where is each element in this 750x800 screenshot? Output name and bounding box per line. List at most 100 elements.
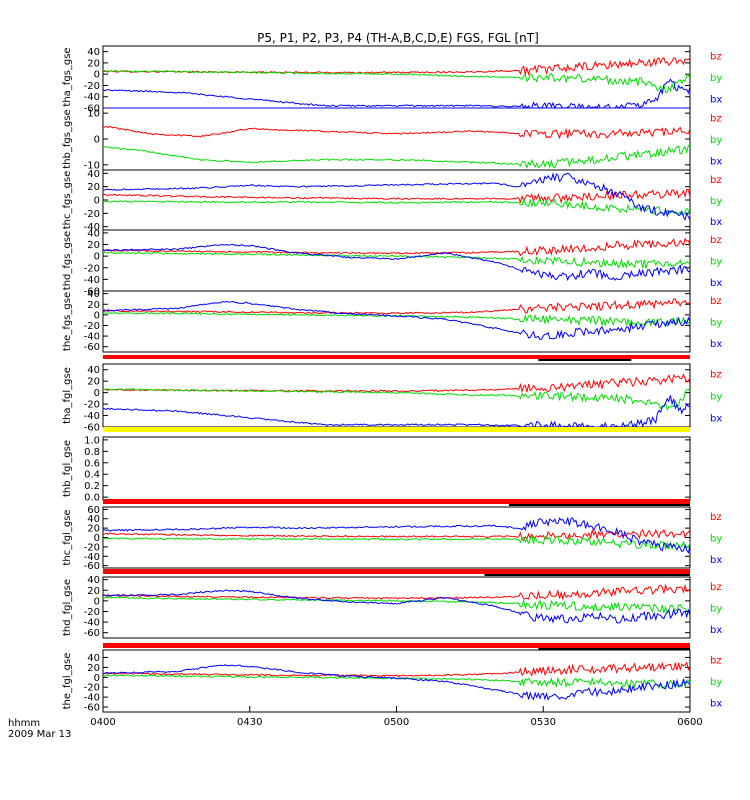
series-bz [102, 125, 691, 140]
status-mark [509, 504, 690, 506]
y-tick-label: -60 [84, 423, 100, 434]
series-by [103, 251, 691, 269]
panel-frame [102, 506, 691, 569]
y-tick-label: 40 [87, 47, 100, 58]
y-tick-label: 0.0 [84, 493, 100, 504]
y-tick-label: 0 [94, 533, 100, 544]
legend-bz: bz [710, 51, 722, 62]
y-tick-label: 40 [87, 169, 100, 180]
legend-bz: bz [710, 369, 722, 380]
panel-frame [102, 229, 691, 292]
y-tick-label: 40 [87, 228, 100, 239]
y-axis-label: thc_fgs_gse [62, 171, 73, 230]
y-tick-label: -60 [84, 703, 100, 714]
status-bar [103, 355, 690, 359]
y-tick-label: 0 [94, 135, 100, 146]
y-tick-label: -20 [84, 263, 100, 274]
legend-bz: bz [710, 512, 722, 523]
status-bar [103, 569, 690, 574]
y-tick-label: 1.0 [84, 435, 100, 446]
panel-thb_fgl_gse: 1.00.80.60.40.20.0 thb_fgl_gse [62, 435, 691, 504]
panel-thb_fgs_gse: 10 0 -10 thb_fgs_gse bz by bx [62, 107, 722, 171]
y-tick-label: -20 [84, 683, 100, 694]
time-axis-date: 2009 Mar 13 [8, 729, 71, 740]
y-tick-label: 40 [87, 365, 100, 376]
legend-bx: bx [710, 339, 722, 350]
legend-by: by [710, 604, 722, 615]
series-bz [102, 661, 691, 678]
x-tick-label: 0400 [90, 717, 115, 728]
series-bx [102, 172, 691, 222]
y-tick-label: -20 [84, 209, 100, 220]
panel-frame [102, 576, 691, 639]
legend-by: by [710, 392, 722, 403]
y-axis-label: thb_fgs_gse [62, 109, 73, 168]
y-tick-label: -60 [84, 342, 100, 353]
series-bz [102, 237, 691, 257]
series-bx [102, 395, 691, 429]
status-bar [103, 643, 690, 648]
y-tick-label: 0 [94, 196, 100, 207]
y-tick-label: -20 [84, 542, 100, 553]
series-by [102, 388, 691, 411]
legend-bz: bz [710, 113, 722, 124]
y-tick-label: 10 [87, 109, 100, 120]
y-tick-label: -20 [84, 400, 100, 411]
series-bz [102, 188, 691, 204]
legend-bx: bx [710, 278, 722, 289]
legend-bx: bx [710, 555, 722, 566]
series-bz [102, 528, 691, 542]
legend-by: by [710, 318, 722, 329]
legend-bz: bz [710, 235, 722, 246]
legend-by: by [710, 196, 722, 207]
y-axis-label: thb_fgl_gse [62, 440, 73, 497]
series-bx [102, 589, 691, 624]
series-bx [102, 243, 691, 282]
y-tick-label: -10 [84, 160, 100, 171]
panel-frame [102, 290, 691, 353]
series-bz [102, 373, 691, 394]
y-tick-label: -40 [84, 275, 100, 286]
y-tick-label: -20 [84, 81, 100, 92]
series-by [102, 197, 691, 216]
series-bx [102, 664, 691, 701]
series-by [102, 144, 691, 169]
y-tick-label: 0 [94, 252, 100, 263]
y-tick-label: -60 [84, 628, 100, 639]
chart-title: P5, P1, P2, P3, P4 (TH-A,B,C,D,E) FGS, F… [257, 31, 539, 45]
y-tick-label: 0 [94, 310, 100, 321]
panel-frame [102, 649, 691, 713]
y-axis-label: tha_fgl_gse [62, 367, 73, 424]
series-bx [102, 300, 691, 341]
y-tick-label: -40 [84, 332, 100, 343]
y-tick-label: -40 [84, 222, 100, 233]
y-axis-label: tha_fgs_gse [62, 47, 73, 106]
y-tick-label: -40 [84, 552, 100, 563]
x-tick-label: 0500 [384, 717, 409, 728]
x-tick-label: 0600 [677, 717, 702, 728]
y-tick-label: 20 [87, 300, 100, 311]
series-bx [102, 78, 691, 110]
status-mark [538, 648, 690, 650]
legend-by: by [710, 257, 722, 268]
x-tick-label: 0530 [531, 717, 556, 728]
legend-bz: bz [710, 655, 722, 666]
y-tick-label: 40 [87, 653, 100, 664]
y-tick-label: 0.2 [84, 481, 100, 492]
status-mark [484, 574, 690, 576]
series-by [102, 534, 691, 551]
y-tick-label: 0.4 [84, 470, 100, 481]
legend-bz: bz [710, 175, 722, 186]
legend-by: by [710, 73, 722, 84]
y-tick-label: -40 [84, 693, 100, 704]
series-bx [102, 517, 691, 555]
y-tick-label: 40 [87, 575, 100, 586]
y-tick-label: 20 [87, 182, 100, 193]
legend-by: by [710, 534, 722, 545]
y-tick-label: 20 [87, 377, 100, 388]
y-tick-label: 40 [87, 514, 100, 525]
